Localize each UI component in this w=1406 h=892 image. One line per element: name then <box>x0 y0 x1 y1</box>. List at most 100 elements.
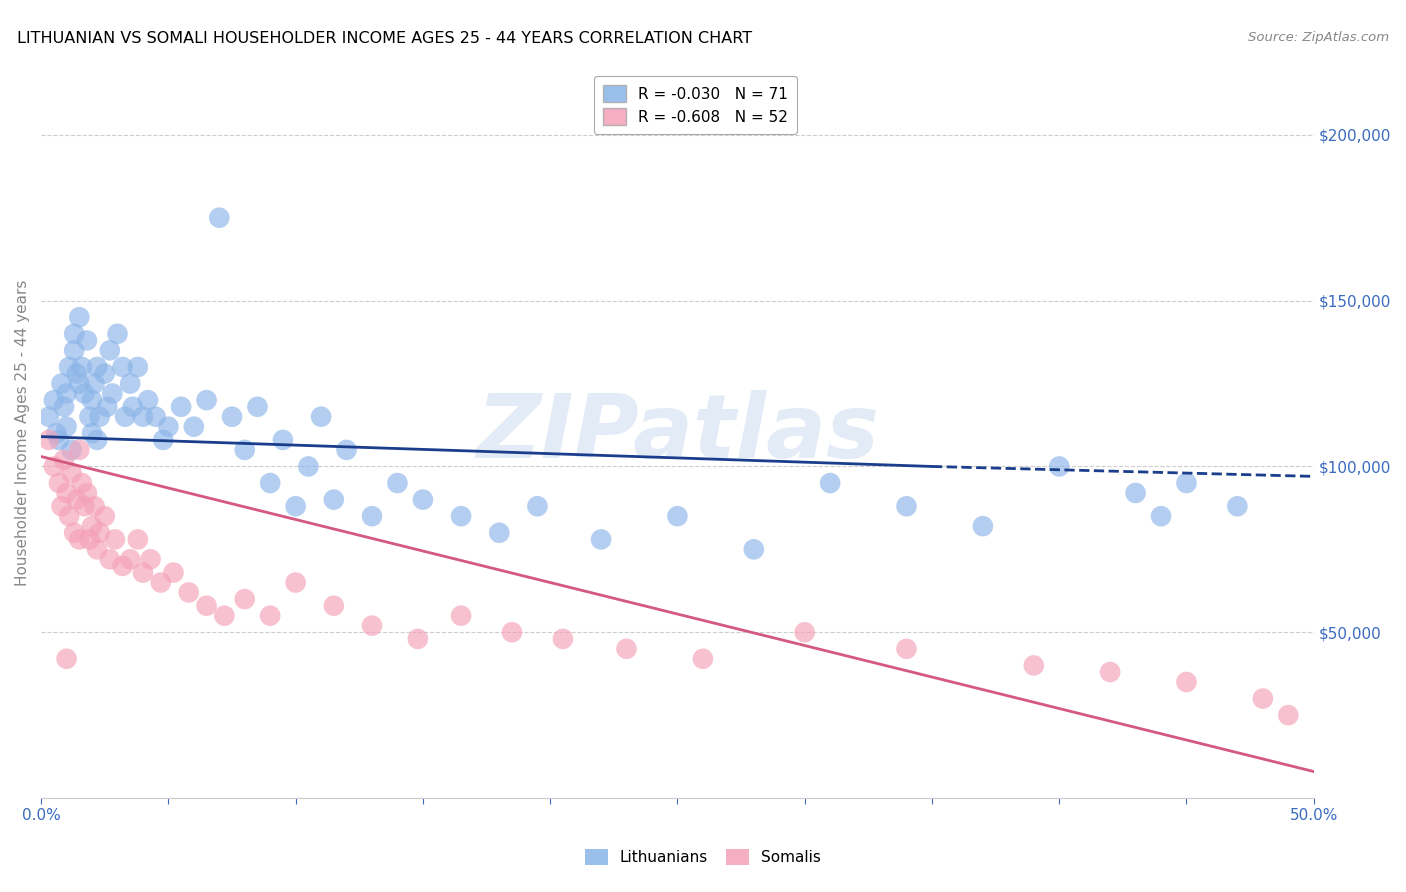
Point <box>63 525 86 540</box>
Point <box>1226 500 1249 514</box>
Point <box>73 386 96 401</box>
Point <box>152 433 174 447</box>
Point <box>45 426 67 441</box>
Point <box>501 625 523 640</box>
Point <box>214 608 236 623</box>
Legend: R = -0.030   N = 71, R = -0.608   N = 52: R = -0.030 N = 71, R = -0.608 N = 52 <box>593 76 797 134</box>
Point <box>896 641 918 656</box>
Point <box>284 575 307 590</box>
Point <box>80 519 103 533</box>
Point <box>488 525 510 540</box>
Point <box>111 359 134 374</box>
Point <box>896 500 918 514</box>
Point <box>450 608 472 623</box>
Point <box>127 359 149 374</box>
Point <box>233 592 256 607</box>
Point <box>793 625 815 640</box>
Point <box>1277 708 1299 723</box>
Point <box>387 476 409 491</box>
Point <box>98 552 121 566</box>
Point <box>48 476 70 491</box>
Point <box>89 525 111 540</box>
Point <box>127 533 149 547</box>
Point <box>1125 486 1147 500</box>
Point <box>1175 476 1198 491</box>
Point <box>361 618 384 632</box>
Point <box>818 476 841 491</box>
Point <box>136 393 159 408</box>
Point <box>101 386 124 401</box>
Text: Source: ZipAtlas.com: Source: ZipAtlas.com <box>1249 31 1389 45</box>
Point <box>55 652 77 666</box>
Point <box>83 376 105 391</box>
Text: ZIPatlas: ZIPatlas <box>477 390 879 477</box>
Point <box>972 519 994 533</box>
Point <box>195 393 218 408</box>
Point <box>450 509 472 524</box>
Point <box>271 433 294 447</box>
Point <box>66 492 89 507</box>
Point <box>551 632 574 646</box>
Point <box>284 500 307 514</box>
Point <box>76 486 98 500</box>
Point <box>162 566 184 580</box>
Point <box>70 359 93 374</box>
Point <box>322 492 344 507</box>
Point <box>55 419 77 434</box>
Point <box>70 476 93 491</box>
Legend: Lithuanians, Somalis: Lithuanians, Somalis <box>578 843 828 871</box>
Point <box>526 500 548 514</box>
Point <box>221 409 243 424</box>
Point <box>335 442 357 457</box>
Point <box>67 533 90 547</box>
Point <box>157 419 180 434</box>
Point <box>63 326 86 341</box>
Point <box>666 509 689 524</box>
Point <box>183 419 205 434</box>
Text: LITHUANIAN VS SOMALI HOUSEHOLDER INCOME AGES 25 - 44 YEARS CORRELATION CHART: LITHUANIAN VS SOMALI HOUSEHOLDER INCOME … <box>17 31 752 46</box>
Point <box>55 486 77 500</box>
Point <box>67 310 90 325</box>
Point <box>259 476 281 491</box>
Point <box>246 400 269 414</box>
Point <box>107 326 129 341</box>
Point <box>58 509 80 524</box>
Point <box>76 334 98 348</box>
Point <box>48 433 70 447</box>
Point <box>120 552 142 566</box>
Point <box>1175 675 1198 690</box>
Point <box>67 376 90 391</box>
Point <box>1022 658 1045 673</box>
Point <box>79 409 101 424</box>
Point <box>406 632 429 646</box>
Point <box>66 367 89 381</box>
Point <box>86 359 108 374</box>
Point <box>42 393 65 408</box>
Point <box>297 459 319 474</box>
Point <box>96 400 118 414</box>
Point <box>67 442 90 457</box>
Point <box>322 599 344 613</box>
Point <box>89 409 111 424</box>
Point <box>1150 509 1173 524</box>
Point <box>51 500 73 514</box>
Point <box>55 386 77 401</box>
Point <box>195 599 218 613</box>
Point <box>121 400 143 414</box>
Point <box>742 542 765 557</box>
Point <box>111 558 134 573</box>
Point <box>93 367 115 381</box>
Point <box>120 376 142 391</box>
Point <box>38 433 60 447</box>
Point <box>233 442 256 457</box>
Point <box>1047 459 1070 474</box>
Point <box>591 533 613 547</box>
Point <box>170 400 193 414</box>
Point <box>692 652 714 666</box>
Point <box>132 566 155 580</box>
Point <box>139 552 162 566</box>
Point <box>38 409 60 424</box>
Point <box>53 452 76 467</box>
Point <box>132 409 155 424</box>
Point <box>58 359 80 374</box>
